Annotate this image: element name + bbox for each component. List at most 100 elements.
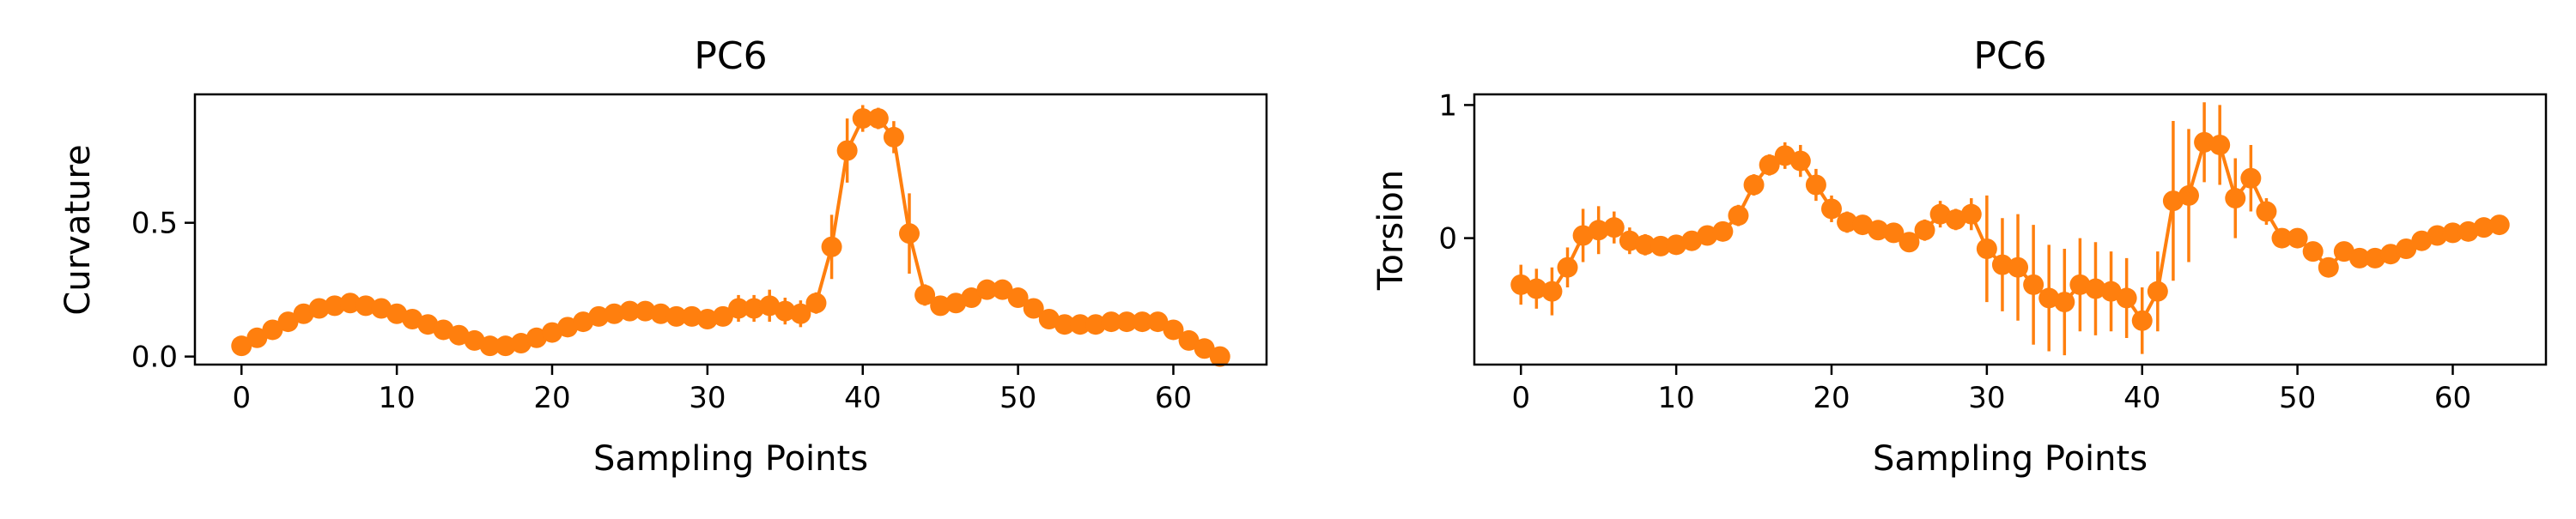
- curvature-data-point: [339, 293, 361, 314]
- curvature-data-point: [1007, 287, 1029, 309]
- curvature-data-point: [867, 108, 889, 130]
- torsion-x-tick-label: 0: [1511, 381, 1530, 415]
- curvature-data-point: [1116, 311, 1138, 333]
- curvature-y-axis-label: Curvature: [58, 144, 98, 315]
- torsion-data-point: [2240, 167, 2262, 189]
- torsion-data-point: [2038, 287, 2060, 309]
- curvature-data-point: [277, 311, 299, 333]
- torsion-data-point: [1712, 220, 1734, 242]
- torsion-data-point: [2396, 238, 2417, 259]
- curvature-data-point: [665, 305, 687, 327]
- curvature-data-point: [448, 324, 470, 346]
- curvature-data-point: [744, 298, 765, 319]
- torsion-data-point: [2380, 244, 2402, 265]
- torsion-data-point: [1789, 150, 1811, 172]
- curvature-data-point: [728, 298, 750, 319]
- curvature-data-point: [930, 295, 951, 317]
- curvature-data-point: [619, 300, 641, 322]
- curvature-data-point: [1132, 311, 1153, 333]
- torsion-marks: [1510, 102, 2510, 356]
- torsion-title: PC6: [1973, 34, 2046, 78]
- curvature-data-point: [386, 303, 408, 324]
- curvature-data-point: [836, 140, 858, 161]
- curvature-data-point: [1023, 298, 1044, 319]
- curvature-data-point: [479, 335, 501, 357]
- torsion-data-point: [1774, 145, 1795, 166]
- curvature-data-point: [371, 298, 392, 319]
- torsion-data-point: [1557, 256, 1578, 278]
- torsion-data-point: [2100, 281, 2122, 302]
- curvature-data-point: [464, 329, 485, 351]
- torsion-data-point: [2318, 256, 2339, 278]
- torsion-x-tick-label: 60: [2434, 381, 2471, 415]
- curvature-data-point: [246, 327, 268, 348]
- torsion-data-point: [1526, 278, 1547, 299]
- torsion-data-point: [2333, 241, 2354, 263]
- curvature-data-point: [231, 335, 252, 357]
- curvature-data-point: [650, 303, 671, 324]
- torsion-plot-frame: [1473, 93, 2548, 366]
- torsion-data-point: [1883, 222, 1905, 244]
- torsion-y-tick-label: 0: [1438, 222, 1457, 256]
- torsion-data-point: [2008, 256, 2029, 278]
- curvature-data-point: [883, 126, 904, 148]
- torsion-panel: PC6 Sampling Points Torsion 0 10 20 30 40 50 6…: [1371, 34, 2548, 479]
- curvature-data-point: [1038, 308, 1060, 329]
- torsion-y-tick-label: 1: [1438, 88, 1457, 123]
- torsion-data-point: [2085, 278, 2106, 299]
- curvature-data-point: [542, 322, 562, 343]
- torsion-data-point: [1603, 217, 1625, 238]
- curvature-y-tick-label: 0.5: [131, 207, 178, 241]
- curvature-data-point: [355, 295, 376, 317]
- torsion-data-point: [1960, 203, 1982, 225]
- torsion-data-point: [2411, 230, 2433, 251]
- curvature-data-point: [712, 305, 733, 327]
- curvature-x-tick-label: 20: [533, 381, 570, 415]
- torsion-data-point: [2194, 131, 2215, 153]
- torsion-data-point: [2209, 134, 2231, 155]
- torsion-x-tick-label: 20: [1813, 381, 1850, 415]
- torsion-data-point: [1929, 203, 1951, 225]
- curvature-data-point: [635, 300, 656, 322]
- curvature-data-point: [852, 108, 873, 130]
- curvature-y-tick-label: 0.0: [131, 341, 178, 375]
- torsion-data-point: [2178, 184, 2199, 206]
- torsion-x-tick-label: 40: [2123, 381, 2160, 415]
- curvature-data-point: [1085, 314, 1107, 335]
- torsion-data-point: [2458, 220, 2479, 242]
- torsion-data-point: [1634, 234, 1656, 256]
- curvature-x-tick-label: 40: [844, 381, 881, 415]
- curvature-data-point: [417, 314, 439, 335]
- torsion-x-tick-label: 50: [2279, 381, 2316, 415]
- torsion-series-line: [1520, 140, 2500, 323]
- torsion-x-axis-label: Sampling Points: [1873, 439, 2148, 479]
- curvature-x-tick-label: 30: [689, 381, 726, 415]
- torsion-data-point: [2302, 241, 2324, 263]
- curvature-data-point: [604, 303, 625, 324]
- torsion-data-point: [2116, 287, 2137, 309]
- torsion-data-point: [2365, 247, 2386, 269]
- curvature-data-point: [976, 279, 998, 300]
- curvature-x-tick-label: 60: [1155, 381, 1192, 415]
- torsion-data-point: [1805, 174, 1826, 196]
- torsion-data-point: [1991, 254, 2013, 275]
- torsion-data-point: [2069, 274, 2091, 295]
- curvature-data-point: [588, 305, 610, 327]
- torsion-data-point: [1588, 220, 1609, 241]
- torsion-data-point: [2287, 227, 2308, 249]
- torsion-data-point: [2147, 281, 2168, 302]
- curvature-data-point: [402, 308, 423, 329]
- torsion-data-point: [1868, 220, 1889, 241]
- torsion-data-point: [2023, 274, 2044, 295]
- curvature-ticks: 0 10 20 30 40 50 60 0.0 0.5: [131, 207, 1192, 415]
- torsion-data-point: [2225, 188, 2246, 209]
- torsion-data-point: [1697, 225, 1718, 246]
- curvature-data-point: [1209, 346, 1230, 367]
- torsion-data-point: [2162, 190, 2184, 212]
- torsion-data-point: [1759, 154, 1780, 176]
- curvature-x-tick-label: 10: [378, 381, 415, 415]
- torsion-data-point: [1541, 281, 1563, 302]
- curvature-data-point: [526, 327, 547, 348]
